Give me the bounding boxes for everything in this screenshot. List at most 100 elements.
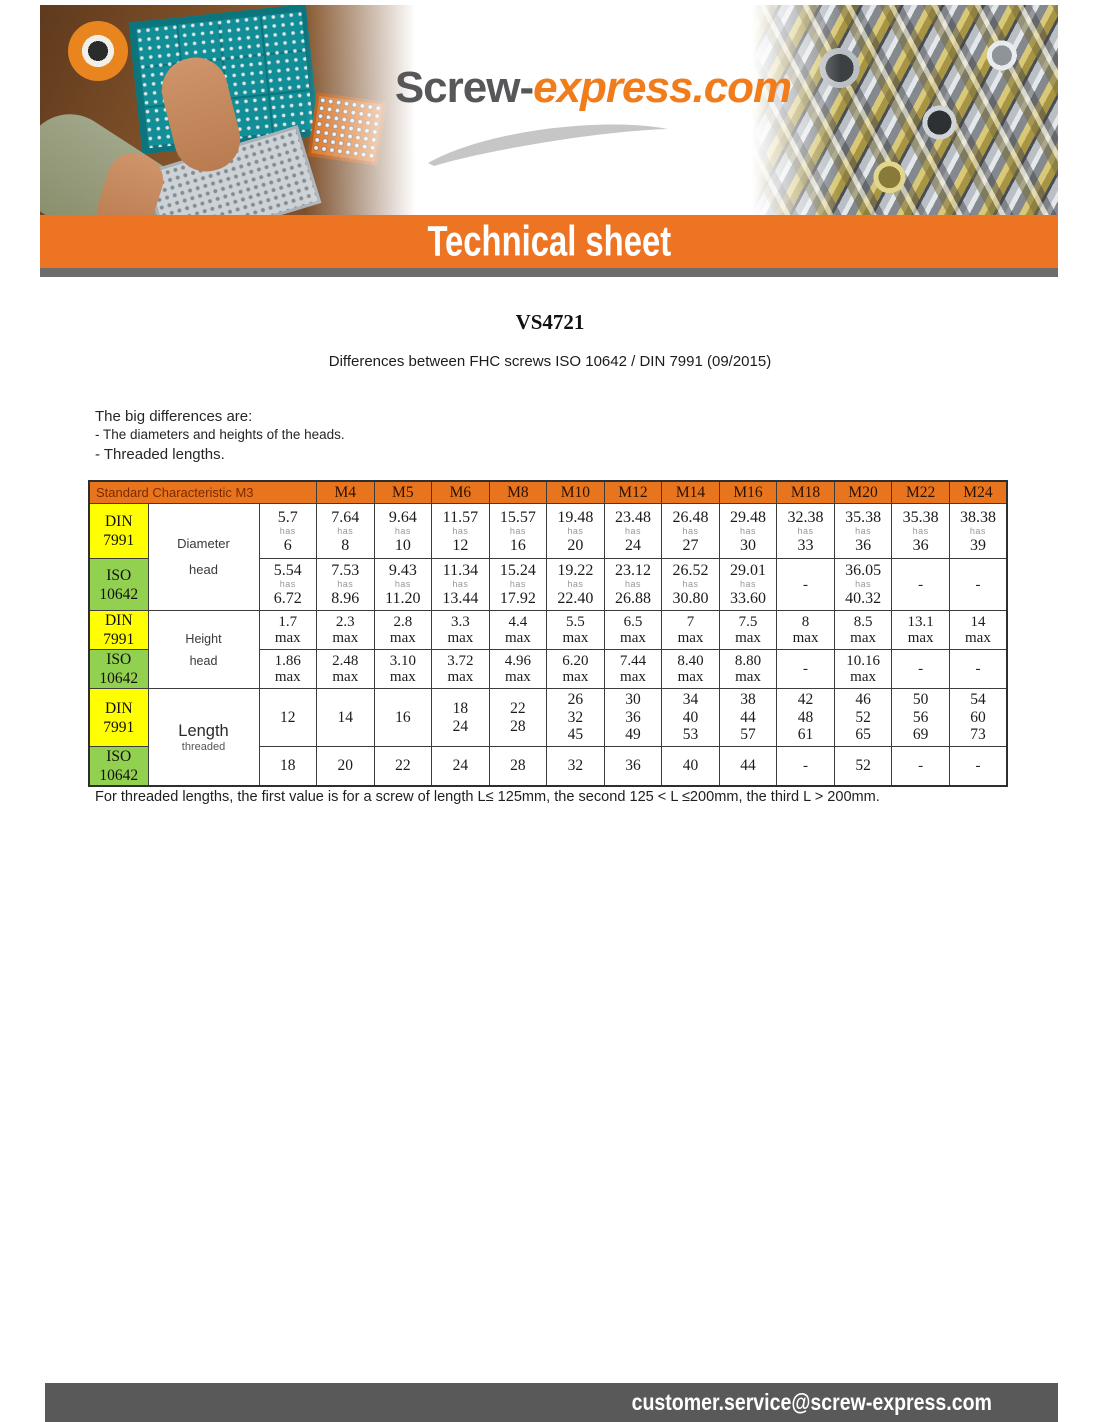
table-cell: 32.38 has 33 — [776, 503, 835, 559]
standard-label: ISO 10642 — [88, 649, 149, 689]
table-cell: 5.5 max — [546, 610, 605, 650]
table-cell: - — [948, 649, 1008, 689]
table-cell: 32 — [546, 746, 605, 787]
document-title: VS4721 — [515, 310, 585, 334]
logo-swoosh-icon — [428, 124, 668, 166]
table-row: ISO 10642 18 20 22 24 28 32 36 40 44-52- - — [88, 746, 1008, 787]
table-cell: 6.5 max — [603, 610, 663, 650]
photo-fade — [305, 5, 425, 215]
table-header-size: M22 — [891, 480, 950, 504]
intro-block: The big differences are: - The diameters… — [95, 407, 345, 465]
standard-label: DIN 7991 — [88, 503, 149, 559]
table-cell: 15.24 has 17.92 — [488, 558, 548, 611]
table-cell: 20 — [316, 746, 375, 787]
table-cell: 19.22 has 22.40 — [546, 558, 605, 611]
table-cell: 42 48 61 — [776, 688, 835, 747]
table-cell: 26.52 has 30.80 — [661, 558, 720, 611]
table-cell: 40 — [661, 746, 720, 787]
table-row: DIN 7991 Length threaded 12 14 16 18 24 22 28 26 32 4… — [88, 688, 1008, 787]
table-cell: 4.96 max — [488, 649, 548, 689]
table-cell: 22 28 — [488, 688, 548, 747]
tape-measure-shape — [68, 21, 128, 81]
table-cell: 18 24 — [431, 688, 490, 747]
table-row: DIN 7991 Height head 1.7 max 2.3 max 2.8 max 3.3 ma… — [88, 610, 1008, 689]
table-cell: 9.64 has 10 — [373, 503, 433, 559]
table-cell: 3.72 max — [431, 649, 490, 689]
table-cell: 54 60 73 — [948, 688, 1008, 747]
table-cell: 4.4 max — [488, 610, 548, 650]
header-banner: Screw-express.com — [40, 5, 1058, 215]
table-cell: 16 — [373, 688, 433, 747]
table-cell: 14 — [316, 688, 375, 747]
table-cell: - — [948, 746, 1008, 787]
table-header-size: M10 — [546, 480, 605, 504]
table-cell: 5.54 has 6.72 — [258, 558, 318, 611]
table-header-size: M20 — [833, 480, 893, 504]
table-cell: 8.5 max — [833, 610, 893, 650]
table-cell: 44 — [718, 746, 778, 787]
table-cell: 11.57 has 12 — [431, 503, 490, 559]
table-cell: 8 max — [776, 610, 835, 650]
table-cell: - — [891, 558, 950, 611]
table-cell: 7.5 max — [718, 610, 778, 650]
photo-fade — [746, 5, 841, 215]
table-cell: 11.34 has 13.44 — [431, 558, 490, 611]
table-cell: 23.48 has 24 — [603, 503, 663, 559]
characteristic-label: Length threaded — [147, 688, 260, 787]
technical-sheet-bar: Technical sheet — [40, 215, 1058, 268]
table-cell: 12 — [258, 688, 318, 747]
table-cell: - — [776, 649, 835, 689]
table-cell: 13.1 max — [891, 610, 950, 650]
table-cell: - — [948, 558, 1008, 611]
table-cell: 34 40 53 — [661, 688, 720, 747]
table-cell: 38 44 57 — [718, 688, 778, 747]
table-cell: 14 max — [948, 610, 1008, 650]
table-cell: 36.05 has 40.32 — [833, 558, 893, 611]
table-header-size: M16 — [718, 480, 778, 504]
table-cell: 35.38 has 36 — [833, 503, 893, 559]
table-cell: 29.48 has 30 — [718, 503, 778, 559]
table-header-size: M14 — [661, 480, 720, 504]
table-cell: 7.53 has 8.96 — [316, 558, 375, 611]
table-cell: 8.40 max — [661, 649, 720, 689]
table-cell: 30 36 49 — [603, 688, 663, 747]
table-cell: 8.80 max — [718, 649, 778, 689]
intro-line: - The diameters and heights of the heads… — [95, 427, 345, 442]
table-cell: 6.20 max — [546, 649, 605, 689]
table-row: DIN 7991 Diameter head 5.7 has 6 7.64 has 8 9.64 ha… — [88, 503, 1008, 611]
table-cell: 26 32 45 — [546, 688, 605, 747]
intro-line: - Threaded lengths. — [95, 446, 225, 463]
table-cell: 2.48 max — [316, 649, 375, 689]
table-cell: 5.7 has 6 — [258, 503, 318, 559]
table-cell: 35.38 has 36 — [891, 503, 950, 559]
table-header-size: M12 — [603, 480, 663, 504]
intro-line: The big differences are: — [95, 408, 253, 425]
table-cell: 24 — [431, 746, 490, 787]
standard-label: ISO 10642 — [88, 746, 149, 787]
table-cell: 1.7 max — [258, 610, 318, 650]
table-cell: 2.8 max — [373, 610, 433, 650]
table-cell: 9.43 has 11.20 — [373, 558, 433, 611]
table-cell: 7.64 has 8 — [316, 503, 375, 559]
standard-label: DIN 7991 — [88, 688, 149, 747]
table-cell: 2.3 max — [316, 610, 375, 650]
logo-part-gray: Screw- — [394, 63, 534, 112]
logo: Screw-express.com — [388, 63, 798, 167]
footer-email-link[interactable]: customer.service@screw-express.com — [631, 1389, 992, 1415]
table-cell: 15.57 has 16 — [488, 503, 548, 559]
table-header-row: Standard Characteristic M3 M4 M5 M6 M8 M10 M12… — [88, 480, 1008, 504]
table-header-size: M5 — [373, 480, 433, 504]
spec-table: Standard Characteristic M3 M4 M5 M6 M8 M10 M12… — [88, 480, 1008, 787]
table-cell: 46 52 65 — [833, 688, 893, 747]
workbench-photo — [40, 5, 425, 215]
table-cell: - — [776, 558, 835, 611]
table-row: ISO 10642 1.86 max 2.48 max 3.10 max 3.72 max 4.96… — [88, 649, 1008, 689]
table-cell: 28 — [488, 746, 548, 787]
table-cell: 22 — [373, 746, 433, 787]
table-cell: 19.48 has 20 — [546, 503, 605, 559]
table-cell: 3.3 max — [431, 610, 490, 650]
footer-bar: customer.service@screw-express.com — [45, 1383, 1058, 1422]
technical-sheet-title: Technical sheet — [427, 216, 671, 266]
standard-label: ISO 10642 — [88, 558, 149, 611]
